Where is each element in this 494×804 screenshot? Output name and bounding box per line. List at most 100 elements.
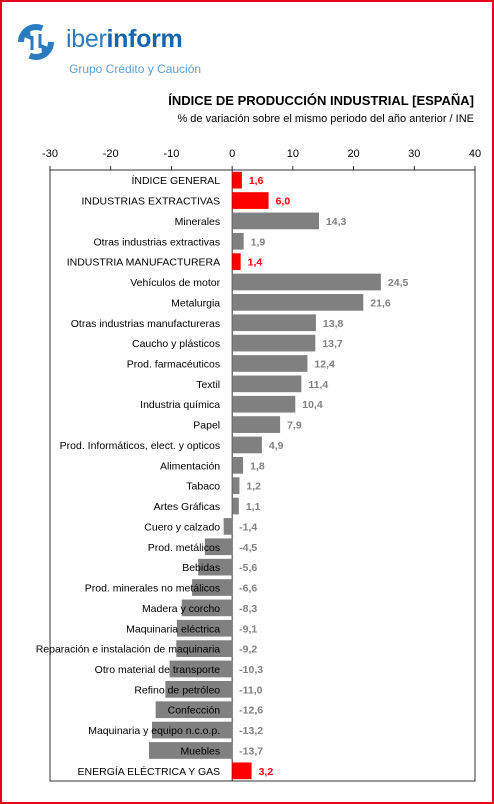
- category-label: Madera y corcho: [142, 603, 220, 615]
- bar: [155, 701, 233, 719]
- brand-bold: inform: [106, 25, 183, 53]
- category-label: Prod. Informáticos, elect. y opticos: [60, 440, 220, 452]
- bar: [169, 660, 233, 678]
- chart-title: ÍNDICE DE PRODUCCIÓN INDUSTRIAL [ESPAÑA]: [168, 93, 474, 108]
- category-label: Minerales: [175, 216, 221, 228]
- category-label: Prod. metálicos: [148, 542, 220, 554]
- category-label: Otras industrias extractivas: [94, 236, 221, 248]
- category-label: Prod. minerales no metálicos: [85, 583, 220, 595]
- bar: [232, 273, 381, 291]
- category-label: Vehículos de motor: [130, 277, 220, 289]
- bar: [176, 619, 233, 637]
- x-tick-label: -30: [42, 148, 58, 160]
- bar: [232, 375, 302, 393]
- category-label: Otras industrias manufactureras: [71, 318, 220, 330]
- category-label: ÍNDICE GENERAL: [131, 174, 220, 187]
- bar: [223, 518, 233, 535]
- category-label: Papel: [193, 420, 220, 432]
- bar: [232, 436, 262, 454]
- x-tick-label: 20: [347, 148, 359, 160]
- category-label: Tabaco: [186, 481, 220, 493]
- data-label: -13,7: [239, 745, 263, 757]
- data-label: 10,4: [302, 399, 323, 411]
- plot-area: [49, 169, 476, 782]
- bar: [232, 355, 308, 372]
- iberinform-arrows-icon: [18, 24, 54, 60]
- category-label: INDUSTRIAS EXTRACTIVAS: [81, 196, 220, 208]
- category-label: INDUSTRIA MANUFACTURERA: [67, 257, 220, 269]
- data-label: -11,0: [239, 684, 263, 696]
- data-label: -10,3: [239, 664, 263, 676]
- data-label: 4,9: [269, 440, 284, 452]
- data-label: 24,5: [388, 277, 409, 289]
- bar: [232, 314, 316, 332]
- category-label: Prod. farmacéuticos: [127, 358, 220, 370]
- data-label: -5,6: [239, 562, 257, 574]
- brand-tagline: Grupo Crédito y Caución: [69, 62, 202, 76]
- bar: [232, 171, 242, 189]
- data-label: -4,5: [239, 542, 257, 554]
- x-tick-label: 0: [229, 148, 235, 160]
- data-label: 6,0: [276, 196, 291, 208]
- bar: [198, 558, 233, 576]
- x-tick-label: -20: [103, 148, 119, 160]
- bar: [232, 232, 244, 250]
- data-label: 11,4: [308, 379, 328, 391]
- category-label: Metalurgia: [171, 297, 220, 309]
- x-tick-label: 40: [469, 148, 481, 160]
- category-label: Reparación e instalación de maquinaria: [36, 644, 221, 656]
- bar: [204, 538, 233, 556]
- data-label: -12,6: [239, 705, 263, 717]
- category-label: ENERGÍA ELÉCTRICA Y GAS: [78, 765, 221, 778]
- data-label: -6,6: [239, 583, 257, 595]
- bar: [232, 477, 240, 495]
- data-label: 1,6: [249, 175, 264, 187]
- bar: [165, 680, 233, 698]
- bar: [232, 762, 252, 780]
- x-tick-label: -10: [163, 148, 179, 160]
- data-label: 1,8: [250, 460, 265, 472]
- data-label: 1,1: [246, 501, 261, 513]
- bar: [232, 253, 241, 271]
- data-label: 12,4: [314, 358, 335, 370]
- x-tick-label: 30: [408, 148, 420, 160]
- data-label: 7,9: [287, 420, 302, 432]
- bar: [232, 395, 296, 413]
- category-label: Maquinaria eléctrica: [126, 623, 220, 635]
- category-label: Alimentación: [160, 460, 220, 472]
- data-label: 13,7: [322, 338, 343, 350]
- data-label: -9,2: [239, 644, 257, 656]
- category-label: Otro material de transporte: [95, 664, 221, 676]
- data-label: 1,4: [248, 257, 263, 269]
- bar: [148, 742, 233, 759]
- bar: [232, 294, 364, 311]
- bar: [232, 192, 269, 209]
- data-label: -9,1: [239, 623, 257, 635]
- data-label: 1,2: [246, 481, 261, 493]
- category-label: Caucho y plásticos: [132, 338, 220, 350]
- category-label: Industria química: [140, 399, 220, 411]
- category-label: Refino de petróleo: [134, 684, 220, 696]
- bar: [192, 579, 233, 596]
- data-label: 14,3: [326, 216, 347, 228]
- bar: [232, 212, 319, 230]
- chart-subtitle: % de variación sobre el mismo periodo de…: [177, 113, 474, 125]
- x-tick-label: 10: [287, 148, 299, 160]
- category-label: Textil: [196, 379, 220, 391]
- data-label: 3,2: [259, 766, 274, 778]
- bar: [232, 334, 316, 352]
- data-label: -13,2: [239, 725, 263, 737]
- data-label: 21,6: [370, 297, 391, 309]
- bar: [232, 497, 239, 515]
- data-label: 1,9: [251, 236, 266, 248]
- data-label: -8,3: [239, 603, 257, 615]
- bar: [181, 599, 233, 617]
- category-label: Maquinaria y equipo n.c.o.p.: [88, 725, 220, 737]
- data-label: 13,8: [323, 318, 344, 330]
- bar: [176, 640, 233, 657]
- bar: [152, 721, 233, 739]
- brand-light: iber: [66, 25, 107, 53]
- brand-name: iberinform: [66, 25, 183, 54]
- category-label: Confección: [168, 705, 221, 717]
